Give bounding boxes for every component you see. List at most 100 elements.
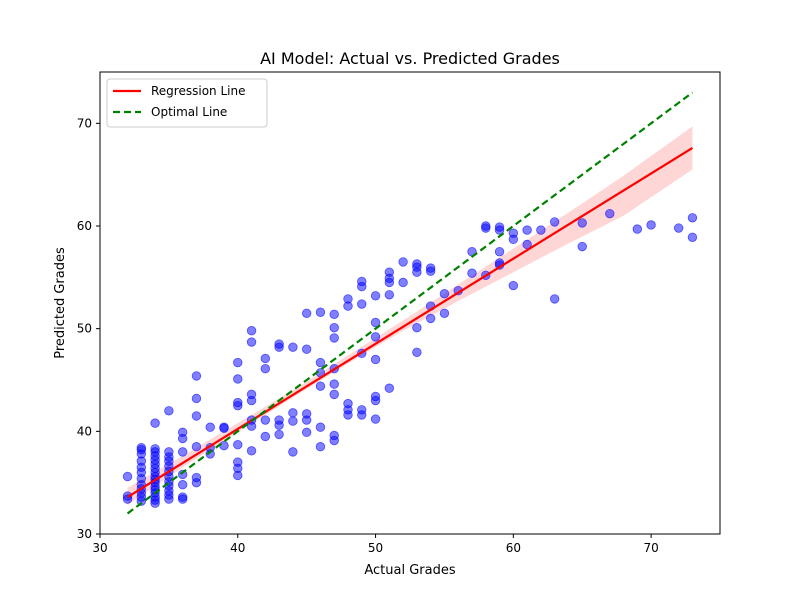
x-tick-label: 50 <box>368 541 383 555</box>
data-point <box>522 239 532 250</box>
data-point <box>233 374 243 384</box>
data-point <box>329 389 339 400</box>
data-point <box>288 408 298 418</box>
data-point <box>191 371 202 381</box>
data-point <box>439 308 450 318</box>
data-point <box>536 225 546 235</box>
data-point <box>687 213 698 223</box>
y-tick-label: 60 <box>77 219 92 233</box>
data-point <box>233 439 243 450</box>
x-tick-label: 70 <box>643 541 658 555</box>
data-point <box>191 411 202 421</box>
data-point <box>246 337 257 347</box>
data-point <box>398 277 408 288</box>
data-point <box>329 379 339 389</box>
data-point <box>522 225 532 235</box>
data-point <box>233 397 243 408</box>
data-point <box>329 309 339 319</box>
data-point <box>384 383 395 393</box>
data-point <box>315 381 326 391</box>
axes: 30 40 50 60 70 30 40 50 60 70 <box>77 116 659 555</box>
data-point <box>508 228 519 238</box>
y-tick-label: 30 <box>77 527 92 541</box>
data-point <box>191 393 202 404</box>
data-point <box>260 415 271 425</box>
data-point <box>357 276 367 287</box>
data-point <box>177 447 188 457</box>
data-point <box>315 422 326 432</box>
data-point <box>177 492 188 502</box>
data-point <box>274 339 284 349</box>
data-point <box>177 480 188 490</box>
data-point <box>288 342 298 352</box>
data-point <box>315 307 326 317</box>
regression-line <box>126 147 694 498</box>
data-point <box>577 218 587 228</box>
data-point <box>412 322 422 333</box>
data-point <box>274 415 284 425</box>
data-point <box>191 442 202 452</box>
data-point <box>481 221 491 231</box>
data-point <box>288 416 298 426</box>
data-point <box>301 344 312 354</box>
data-point <box>370 354 381 365</box>
data-point <box>315 357 326 368</box>
data-point <box>246 389 257 400</box>
data-point <box>233 357 243 368</box>
data-point <box>687 232 698 242</box>
data-point <box>246 326 257 336</box>
data-point <box>301 427 312 438</box>
data-point <box>508 280 519 291</box>
y-axis-label: Predicted Grades <box>53 247 68 359</box>
data-point <box>288 447 298 457</box>
data-point <box>412 347 422 357</box>
data-point <box>164 447 174 457</box>
data-point <box>301 308 312 318</box>
data-point <box>673 223 684 233</box>
data-point <box>632 224 643 234</box>
legend-label-optimal: Optimal Line <box>151 105 227 119</box>
data-point <box>398 257 408 267</box>
legend-box <box>106 78 268 128</box>
data-point <box>384 290 395 300</box>
y-tick-label: 50 <box>77 322 92 336</box>
data-point <box>246 446 257 456</box>
data-point <box>260 364 271 374</box>
data-point <box>219 422 229 432</box>
data-point <box>274 429 284 440</box>
data-point <box>177 469 188 480</box>
data-point <box>260 353 271 364</box>
data-point <box>357 299 367 309</box>
y-tick-label: 40 <box>77 424 92 438</box>
data-point <box>549 217 560 227</box>
data-point <box>177 427 188 438</box>
data-point <box>343 398 353 409</box>
x-tick-label: 30 <box>92 541 107 555</box>
data-point <box>164 406 174 416</box>
data-point <box>233 457 243 467</box>
data-point <box>136 443 147 453</box>
y-tick-label: 70 <box>77 116 92 130</box>
data-point <box>494 222 505 232</box>
data-point <box>329 333 339 343</box>
chart-title: AI Model: Actual vs. Predicted Grades <box>260 49 560 68</box>
data-point <box>205 422 215 432</box>
x-tick-label: 60 <box>506 541 521 555</box>
legend: Regression Line Optimal Line <box>106 78 268 128</box>
data-point <box>425 263 436 273</box>
data-point <box>439 289 450 299</box>
x-tick-label: 40 <box>230 541 245 555</box>
legend-label-regression: Regression Line <box>151 84 245 98</box>
data-point <box>150 444 160 454</box>
data-point <box>370 317 381 328</box>
data-point <box>370 391 381 402</box>
data-point <box>494 246 505 257</box>
plot-frame <box>99 71 721 535</box>
x-axis-label: Actual Grades <box>364 563 455 578</box>
data-point <box>260 431 271 442</box>
data-point <box>577 241 587 252</box>
data-point <box>329 322 339 333</box>
data-point <box>467 268 477 278</box>
